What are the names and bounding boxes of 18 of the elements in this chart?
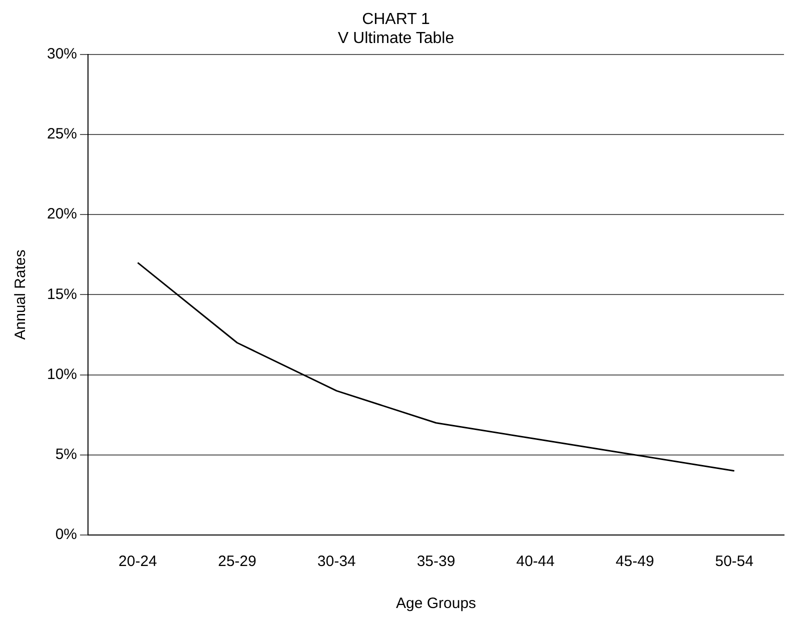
x-axis-title: Age Groups <box>396 595 476 612</box>
y-tick-label: 0% <box>55 526 78 544</box>
y-tick-label: 30% <box>46 46 78 63</box>
chart-title: CHART 1 <box>362 11 430 28</box>
y-tick-label: 5% <box>55 446 78 464</box>
chart-subtitle: V Ultimate Table <box>338 30 454 48</box>
x-tick-label: 40-44 <box>516 553 555 570</box>
y-tick-label: 15% <box>46 286 78 303</box>
y-tick-label: 10% <box>46 366 78 383</box>
x-tick-label: 45-49 <box>616 553 654 570</box>
y-tick-label: 25% <box>46 126 78 143</box>
x-tick-label: 35-39 <box>416 553 456 570</box>
x-tick-label: 25-29 <box>218 553 256 570</box>
y-tick-label: 20% <box>46 206 78 223</box>
x-tick-label: 30-34 <box>317 553 356 570</box>
y-axis-title: Annual Rates <box>12 250 30 340</box>
x-tick-label: 50-54 <box>715 553 754 570</box>
x-tick-label: 20-24 <box>118 553 157 570</box>
